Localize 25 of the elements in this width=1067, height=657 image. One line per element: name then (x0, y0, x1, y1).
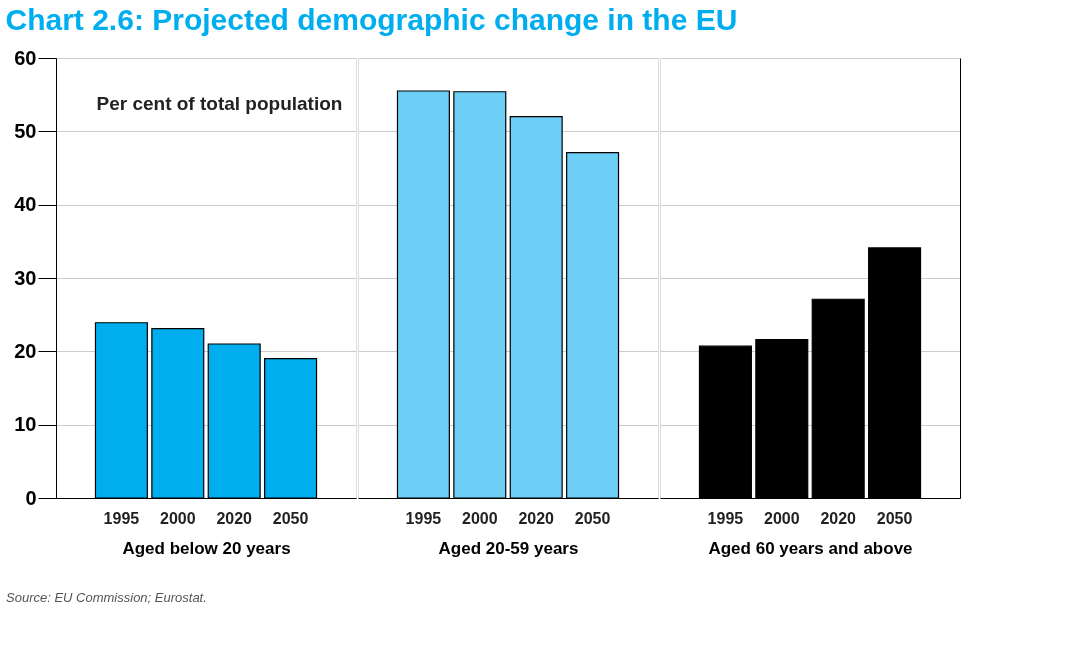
x-tick-label: 2050 (876, 509, 913, 527)
y-tick-label: 10 (14, 413, 37, 436)
y-tick-label: 30 (14, 266, 37, 289)
x-axis-title: Aged below 20 years (122, 538, 291, 558)
x-tick-label: 2000 (160, 509, 196, 527)
source-note: Source: EU Commission; Eurostat. (6, 590, 207, 605)
y-tick-label: 50 (14, 119, 37, 142)
x-tick-label: 2000 (764, 509, 800, 527)
x-tick-label: 1995 (405, 509, 442, 527)
y-axis-title: Per cent of total population (96, 92, 343, 114)
x-tick-label: 2020 (216, 509, 253, 527)
x-tick-label: 2020 (820, 509, 857, 527)
y-tick-label: 60 (14, 46, 37, 69)
y-tick-label: 40 (14, 193, 37, 216)
x-axis-title: Aged 20-59 years (438, 538, 579, 558)
y-tick-label: 20 (14, 339, 37, 362)
x-tick-label: 2000 (462, 509, 498, 527)
x-tick-label: 2050 (272, 509, 309, 527)
x-tick-label: 2020 (518, 509, 555, 527)
chart-title: Chart 2.6: Projected demographic change in the EU (5, 2, 738, 36)
x-tick-label: 1995 (103, 509, 140, 527)
x-tick-label: 1995 (707, 509, 744, 527)
x-axis-title: Aged 60 years and above (708, 538, 913, 558)
y-tick-label: 0 (25, 486, 37, 509)
x-tick-label: 2050 (574, 509, 611, 527)
